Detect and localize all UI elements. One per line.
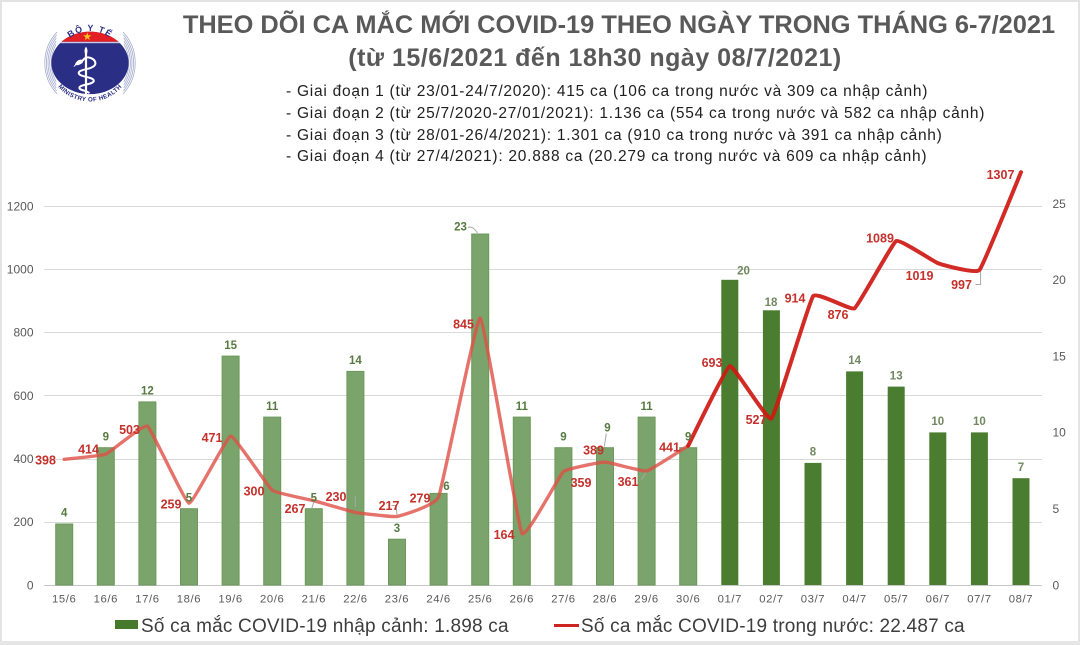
svg-text:9: 9: [604, 423, 610, 435]
svg-text:259: 259: [161, 498, 182, 512]
svg-text:1307: 1307: [987, 168, 1015, 182]
svg-text:471: 471: [202, 431, 223, 445]
svg-text:361: 361: [618, 475, 639, 489]
svg-text:11: 11: [266, 401, 279, 413]
svg-text:23: 23: [454, 221, 467, 233]
svg-text:8: 8: [810, 447, 817, 459]
svg-text:267: 267: [285, 502, 306, 516]
svg-text:4: 4: [61, 508, 68, 520]
svg-text:693: 693: [702, 356, 723, 370]
svg-text:3: 3: [394, 523, 400, 535]
svg-text:14: 14: [349, 355, 362, 367]
svg-text:21/6: 21/6: [302, 594, 326, 606]
svg-text:03/7: 03/7: [801, 594, 825, 606]
svg-text:279: 279: [410, 492, 431, 506]
svg-text:20/6: 20/6: [260, 594, 284, 606]
svg-text:414: 414: [78, 443, 99, 457]
svg-text:25/6: 25/6: [468, 594, 492, 606]
svg-text:359: 359: [571, 476, 592, 490]
svg-text:08/7: 08/7: [1009, 594, 1033, 606]
svg-text:07/7: 07/7: [967, 594, 991, 606]
svg-text:15/6: 15/6: [52, 594, 76, 606]
svg-text:503: 503: [119, 423, 140, 437]
svg-text:200: 200: [13, 515, 33, 529]
svg-text:28/6: 28/6: [593, 594, 617, 606]
svg-text:05/7: 05/7: [884, 594, 908, 606]
svg-text:527: 527: [746, 413, 767, 427]
svg-text:18: 18: [765, 297, 778, 309]
svg-text:230: 230: [326, 490, 347, 504]
svg-text:17/6: 17/6: [135, 594, 159, 606]
svg-text:15: 15: [1053, 349, 1067, 363]
svg-text:18/6: 18/6: [177, 594, 201, 606]
svg-text:14: 14: [848, 355, 861, 367]
svg-text:10: 10: [931, 416, 944, 428]
svg-text:23/6: 23/6: [385, 594, 409, 606]
svg-text:27/6: 27/6: [551, 594, 575, 606]
svg-text:12: 12: [141, 386, 154, 398]
svg-text:11: 11: [641, 401, 654, 413]
svg-text:9: 9: [560, 431, 566, 443]
svg-text:25: 25: [1053, 197, 1067, 211]
svg-text:06/7: 06/7: [926, 594, 950, 606]
svg-text:300: 300: [244, 484, 265, 498]
svg-text:11: 11: [516, 401, 529, 413]
svg-text:16/6: 16/6: [94, 594, 118, 606]
svg-text:15: 15: [224, 340, 237, 352]
svg-text:441: 441: [659, 441, 680, 455]
svg-text:02/7: 02/7: [759, 594, 783, 606]
svg-text:7: 7: [1018, 462, 1024, 474]
svg-text:29/6: 29/6: [634, 594, 658, 606]
svg-text:1200: 1200: [7, 199, 34, 213]
svg-text:914: 914: [785, 292, 806, 306]
svg-text:1000: 1000: [7, 262, 34, 276]
svg-text:1019: 1019: [906, 269, 934, 283]
svg-text:20: 20: [1053, 273, 1067, 287]
svg-text:600: 600: [13, 389, 33, 403]
svg-text:217: 217: [379, 499, 400, 513]
svg-text:10: 10: [1053, 426, 1067, 440]
svg-text:0: 0: [1053, 578, 1060, 592]
svg-text:13: 13: [890, 370, 903, 382]
svg-text:400: 400: [13, 452, 33, 466]
svg-text:1089: 1089: [866, 232, 894, 246]
svg-text:04/7: 04/7: [842, 594, 866, 606]
svg-text:26/6: 26/6: [510, 594, 534, 606]
svg-text:800: 800: [13, 326, 33, 340]
svg-text:22/6: 22/6: [343, 594, 367, 606]
svg-text:10: 10: [973, 416, 986, 428]
svg-text:398: 398: [35, 453, 56, 467]
svg-text:0: 0: [27, 578, 34, 592]
svg-text:5: 5: [1053, 502, 1060, 516]
svg-text:9: 9: [103, 431, 109, 443]
svg-text:24/6: 24/6: [426, 594, 450, 606]
svg-text:5: 5: [186, 492, 193, 504]
svg-text:19/6: 19/6: [218, 594, 242, 606]
svg-text:876: 876: [828, 308, 849, 322]
svg-text:9: 9: [685, 431, 691, 443]
svg-text:5: 5: [311, 492, 318, 504]
svg-text:01/7: 01/7: [718, 594, 742, 606]
svg-text:164: 164: [494, 528, 515, 542]
svg-text:997: 997: [951, 278, 972, 292]
svg-text:845: 845: [453, 317, 474, 331]
svg-text:6: 6: [443, 481, 449, 493]
svg-text:389: 389: [583, 443, 604, 457]
svg-text:20: 20: [737, 266, 750, 278]
svg-text:30/6: 30/6: [676, 594, 700, 606]
